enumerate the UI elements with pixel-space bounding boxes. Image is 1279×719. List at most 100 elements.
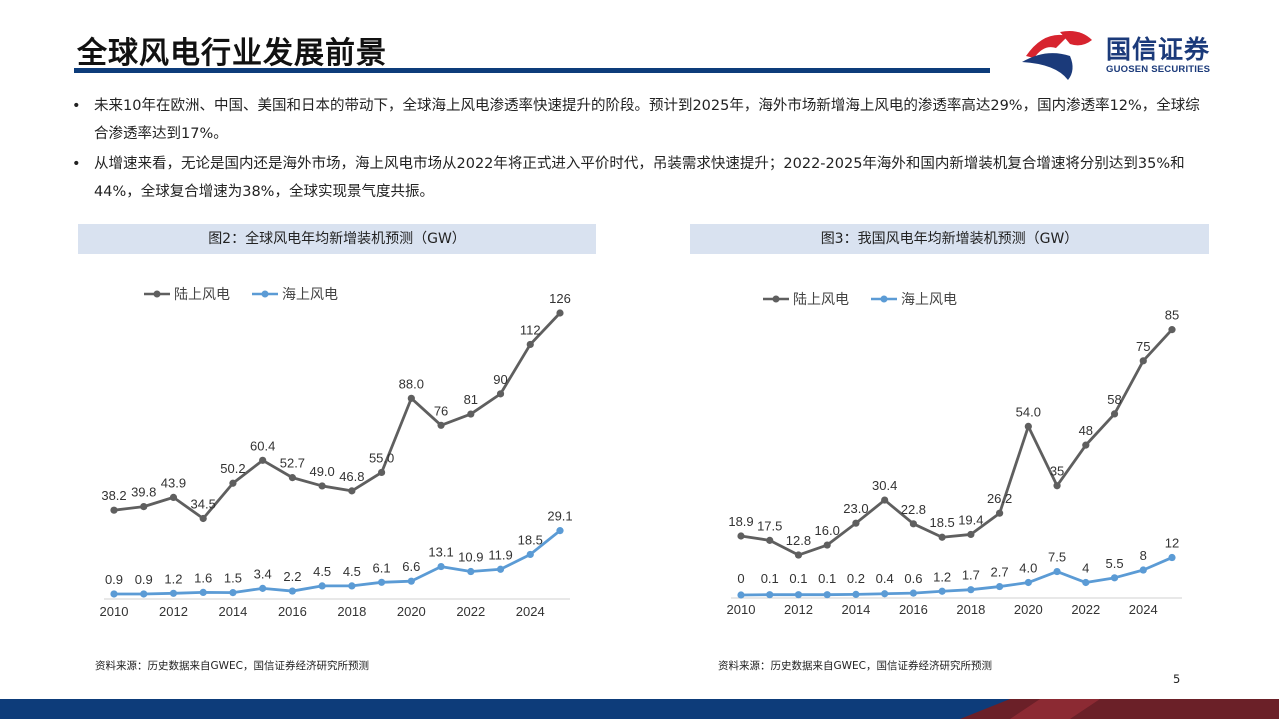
data-point xyxy=(1168,553,1176,562)
legend-marker xyxy=(772,295,780,303)
data-point xyxy=(967,530,975,539)
data-label: 26.2 xyxy=(987,491,1012,506)
bullet-text: 从增速来看，无论是国内还是海外市场，海上风电市场从2022年将正式进入平价时代，… xyxy=(94,156,1185,200)
data-label: 17.5 xyxy=(757,518,782,533)
data-point xyxy=(938,587,946,595)
data-label: 0.1 xyxy=(789,571,807,586)
data-point xyxy=(318,482,326,490)
data-label: 11.9 xyxy=(488,547,512,562)
data-label: 43.9 xyxy=(161,475,186,490)
data-label: 126 xyxy=(549,291,571,306)
x-tick-label: 2010 xyxy=(100,604,129,619)
data-label: 50.2 xyxy=(220,461,245,476)
data-label: 30.4 xyxy=(872,478,897,493)
data-point xyxy=(823,541,831,549)
data-label: 1.2 xyxy=(933,569,951,584)
data-point xyxy=(348,582,356,590)
data-label: 12.8 xyxy=(786,533,811,548)
data-label: 0.1 xyxy=(761,571,779,586)
data-label: 48 xyxy=(1079,423,1093,438)
x-tick-label: 2016 xyxy=(278,604,307,619)
data-label: 12 xyxy=(1165,536,1179,551)
data-label: 52.7 xyxy=(280,456,305,471)
data-label: 88.0 xyxy=(399,376,424,391)
data-point xyxy=(229,479,237,487)
data-point xyxy=(1168,326,1176,334)
bullet-text: 未来10年在欧洲、中国、美国和日本的带动下，全球海上风电渗透率快速提升的阶段。预… xyxy=(94,98,1200,142)
data-point xyxy=(259,456,267,464)
data-label: 1.2 xyxy=(164,571,182,586)
guosen-logo xyxy=(1022,31,1092,80)
page-number: 5 xyxy=(1173,672,1181,686)
legend-marker xyxy=(880,295,888,303)
data-label: 1.6 xyxy=(194,570,212,585)
chart-global: 图2：全球风电年均新增装机预测（GW） 2010 2012 2014 2016 2018… xyxy=(78,224,596,654)
data-label: 85 xyxy=(1165,308,1179,323)
data-point xyxy=(1110,410,1119,418)
chart-header: 图2：全球风电年均新增装机预测（GW） xyxy=(78,224,596,254)
data-label: 39.8 xyxy=(131,485,156,500)
x-tick-label: 2020 xyxy=(397,604,426,619)
data-label: 5.5 xyxy=(1105,556,1123,571)
data-point xyxy=(1053,482,1061,490)
chart-header: 图3：我国风电年均新增装机预测（GW） xyxy=(690,224,1209,254)
legend-item: 海上风电 xyxy=(871,292,957,308)
data-label: 112 xyxy=(520,322,541,337)
x-tick-label: 2022 xyxy=(1071,602,1100,617)
data-point xyxy=(794,551,803,559)
data-label: 13.1 xyxy=(428,545,453,560)
x-tick-label: 2018 xyxy=(956,602,985,617)
data-label: 0 xyxy=(737,571,744,586)
data-point xyxy=(140,503,148,511)
legend-label: 海上风电 xyxy=(901,292,957,308)
data-point xyxy=(199,588,207,597)
x-tick-label: 2016 xyxy=(899,602,928,617)
data-point xyxy=(1082,578,1090,587)
data-label: 23.0 xyxy=(843,501,868,516)
data-label: 6.1 xyxy=(373,560,391,575)
bullet-item: • 未来10年在欧洲、中国、美国和日本的带动下，全球海上风电渗透率快速提升的阶段… xyxy=(72,92,1212,148)
legend-marker xyxy=(153,290,161,298)
data-point xyxy=(140,590,148,598)
data-point xyxy=(169,493,178,501)
x-tick-label: 2024 xyxy=(516,604,545,619)
data-point xyxy=(259,584,267,592)
x-tick-label: 2020 xyxy=(1014,602,1043,617)
data-label: 2.7 xyxy=(991,565,1009,580)
legend-item: 海上风电 xyxy=(252,287,338,303)
bullet-list: • 未来10年在欧洲、中国、美国和日本的带动下，全球海上风电渗透率快速提升的阶段… xyxy=(72,92,1212,208)
data-label: 0.1 xyxy=(818,571,836,586)
data-point xyxy=(737,591,745,599)
data-point xyxy=(1082,441,1090,449)
x-tick-label: 2024 xyxy=(1129,602,1158,617)
x-tick-label: 2014 xyxy=(841,602,870,617)
chart-china: 图3：我国风电年均新增装机预测（GW） 2010 2012 2014 2016 2018… xyxy=(690,224,1209,654)
data-point xyxy=(288,474,296,482)
data-label: 1.5 xyxy=(224,571,242,586)
data-label: 16.0 xyxy=(815,523,840,538)
data-point xyxy=(467,567,475,576)
data-point xyxy=(169,589,178,597)
logo-blue-wing xyxy=(1022,53,1073,80)
data-label: 55.0 xyxy=(369,450,394,465)
data-label: 0.2 xyxy=(847,571,865,586)
data-label: 7.5 xyxy=(1048,550,1066,565)
x-tick-label: 2018 xyxy=(337,604,366,619)
bullet-dot: • xyxy=(72,98,81,114)
data-point xyxy=(378,468,386,477)
data-label: 18.5 xyxy=(518,532,543,547)
data-point xyxy=(881,496,889,504)
series-line xyxy=(114,529,561,596)
data-point xyxy=(996,582,1004,591)
data-label: 18.9 xyxy=(728,514,753,529)
source-note: 资料来源：历史数据来自GWEC，国信证券经济研究所预测 xyxy=(718,660,992,672)
data-label: 58 xyxy=(1107,392,1121,407)
data-point xyxy=(407,577,415,585)
chart-plot: 2010 2012 2014 2016 2018 2020 2022 2024 陆上风电 海上风电… xyxy=(727,292,1182,617)
data-label: 76 xyxy=(434,403,448,418)
legend-label: 海上风电 xyxy=(282,287,338,303)
data-point xyxy=(881,590,889,598)
legend-label: 陆上风电 xyxy=(793,292,849,308)
series-line xyxy=(113,312,562,520)
data-point xyxy=(909,589,917,597)
